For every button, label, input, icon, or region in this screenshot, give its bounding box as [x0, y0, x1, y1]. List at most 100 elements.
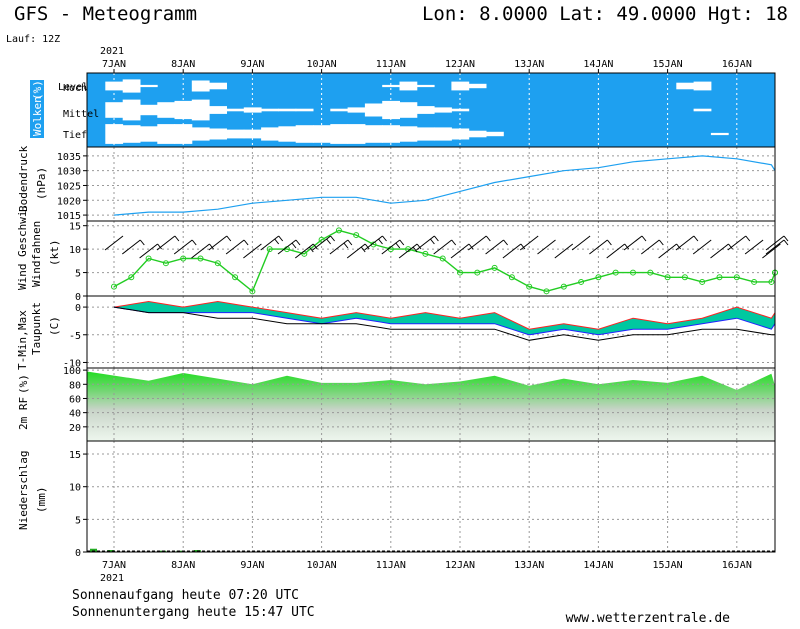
date-label-top: 13JAN — [514, 59, 544, 70]
cloud-cell — [226, 108, 245, 112]
wind-barb-flag — [399, 239, 405, 246]
y-tick-label: -5 — [69, 331, 81, 342]
wind-barb — [762, 243, 781, 259]
y-tick-label: 1030 — [57, 167, 81, 178]
wind-speed-point — [526, 283, 533, 290]
cloud-cell — [434, 127, 452, 141]
wind-barb-flag — [274, 238, 280, 245]
wind-barb-flag — [360, 246, 366, 253]
cloud-cell — [382, 84, 400, 88]
cloud-cell — [191, 80, 210, 92]
cloud-level-mid: Mittel — [63, 109, 99, 120]
wind-speed-point — [543, 288, 550, 295]
y-tick-label: 15 — [69, 222, 81, 233]
y-tick-label: 10 — [69, 483, 81, 494]
y-tick-label: 1035 — [57, 152, 81, 163]
wind-speed-point — [335, 227, 342, 234]
pressure-ylabel: Bodendruck — [17, 145, 30, 212]
wind-unit: (kt) — [48, 240, 61, 267]
wind-speed-point — [578, 278, 585, 285]
wind-barb-flag — [174, 235, 180, 242]
humidity-ylabel: 2m RF — [17, 397, 30, 430]
cloud-cell — [399, 102, 418, 118]
date-label-top: 16JAN — [722, 59, 752, 70]
temperature-panel: -10 -5 0 — [63, 295, 776, 369]
tmax-line — [113, 300, 776, 330]
wind-speed-point — [214, 260, 221, 267]
wind-barb — [433, 239, 453, 255]
wind-barb-flag — [693, 235, 699, 242]
cloud-cell — [191, 127, 210, 141]
wind-speed-point — [612, 269, 619, 276]
y-tick-label: 1015 — [57, 211, 81, 222]
panel-bg — [87, 441, 775, 552]
wind-barb-flag — [278, 235, 284, 242]
date-label-bottom: 11JAN — [376, 560, 406, 571]
wind-barb-flag — [641, 235, 647, 242]
cloud-cell — [139, 104, 158, 116]
temp-ylabel-dew: Taupunkt — [30, 302, 43, 355]
cloud-cell — [122, 125, 141, 143]
wind-speed-point — [439, 255, 446, 262]
wind-barb — [744, 239, 764, 255]
wind-speed-point — [145, 255, 152, 262]
cloud-ylabel-text: Wolken — [31, 96, 44, 136]
wind-barb-flag — [783, 239, 789, 246]
date-label-top: 11JAN — [376, 59, 406, 70]
cloud-cell — [261, 108, 279, 112]
temp-range-area — [114, 301, 775, 335]
cloud-cell — [468, 83, 487, 89]
wind-barb-flag — [209, 243, 214, 250]
year-label-bottom: 2021 — [100, 573, 124, 584]
precip-bar — [90, 548, 97, 552]
wind-speed-point — [422, 250, 429, 257]
cloud-cell — [710, 132, 729, 136]
date-label-top: 8JAN — [171, 59, 195, 70]
wind-barb — [381, 239, 401, 255]
location-label: Lon: 8.0000 Lat: 49.0000 Hgt: 18 — [422, 3, 788, 25]
date-labels-top: 7JAN 8JAN 9JAN 10JAN 11JAN 12JAN 13JAN 14JAN 15J… — [102, 59, 752, 73]
wind-barb — [640, 239, 660, 255]
chart-title: GFS - Meteogramm — [14, 3, 197, 25]
wind-barb — [364, 235, 383, 251]
wind-barb-flag — [451, 239, 457, 246]
cloud-level-side-label: Level — [58, 82, 88, 93]
panel-border — [86, 440, 776, 553]
cloud-cell — [416, 127, 435, 141]
wind-barb-flag — [520, 243, 526, 250]
date-label-top: 12JAN — [445, 59, 475, 70]
date-label-bottom: 16JAN — [722, 560, 752, 571]
cloud-cell — [399, 81, 418, 91]
wind-speed-point — [751, 278, 758, 285]
cloud-cell — [693, 81, 712, 91]
year-label-top: 2021 — [100, 46, 124, 57]
cloud-ylabel-bg — [30, 80, 44, 138]
wind-speed-point — [716, 274, 723, 281]
wind-speed-point — [595, 274, 602, 281]
date-label-top: 15JAN — [653, 59, 683, 70]
y-tick-label: 60 — [69, 394, 81, 405]
wind-barb-flag — [745, 235, 751, 242]
cloud-cell — [157, 124, 176, 144]
wind-speed-point — [664, 274, 671, 281]
wind-speed-point — [491, 264, 498, 271]
wind-barb-flag — [468, 243, 474, 250]
date-label-top: 10JAN — [307, 59, 337, 70]
wind-barb — [450, 243, 470, 259]
wind-speed-point — [474, 269, 481, 276]
date-label-bottom: 9JAN — [240, 560, 264, 571]
wind-barb — [208, 235, 228, 251]
cloud-cell — [191, 99, 210, 121]
humidity-unit: (%) — [17, 374, 30, 394]
wind-speed-point — [249, 288, 256, 295]
wind-barb — [294, 243, 314, 259]
wind-barb — [727, 235, 747, 251]
cloud-cell — [364, 103, 383, 117]
wind-speed-point — [647, 269, 654, 276]
wind-barb-flag — [295, 239, 301, 246]
pressure-unit: (hPa) — [35, 167, 48, 200]
wind-speed-point — [681, 274, 688, 281]
wind-speed-point — [560, 283, 567, 290]
